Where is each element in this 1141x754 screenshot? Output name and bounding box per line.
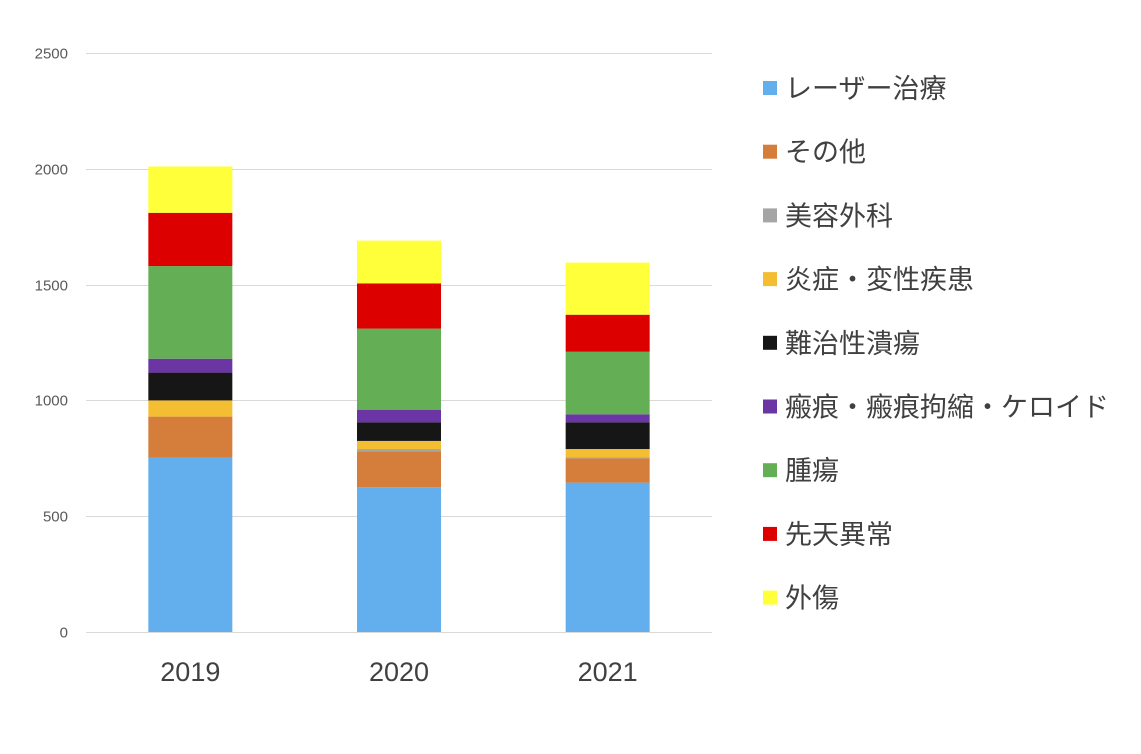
legend-label-0: レーザー治療 (785, 74, 946, 105)
x-axis-tick-labels: 2019 2020 2021 (160, 657, 637, 687)
bar-segment-2020-8 (357, 240, 441, 284)
legend-label-7: 先天異常 (785, 520, 893, 551)
bar-segment-2020-1 (357, 451, 441, 488)
legend-label-3: 炎症・変性疾患 (785, 265, 974, 296)
bar-segment-2019-7 (148, 212, 233, 267)
bar-segment-2021-6 (565, 351, 650, 415)
legend-swatch-2 (763, 208, 777, 223)
y-tick-label-500: 500 (43, 509, 68, 526)
legend-item-5: 瘢痕・瘢痕拘縮・ケロイド (763, 393, 1109, 424)
legend: レーザー治療その他美容外科炎症・変性疾患難治性潰瘍瘢痕・瘢痕拘縮・ケロイド腫瘍先… (763, 74, 1109, 615)
x-tick-label-2019: 2019 (160, 657, 220, 687)
legend-swatch-5 (763, 399, 777, 414)
bar-segment-2021-3 (565, 449, 650, 458)
legend-label-5: 瘢痕・瘢痕拘縮・ケロイド (785, 393, 1109, 424)
bar-segment-2019-8 (148, 166, 233, 213)
y-axis-tick-labels: 0 500 1000 1500 2000 2500 (35, 46, 68, 642)
legend-item-7: 先天異常 (763, 520, 893, 551)
legend-swatch-1 (763, 144, 777, 159)
y-tick-label-2000: 2000 (35, 162, 68, 179)
legend-item-3: 炎症・変性疾患 (763, 265, 974, 296)
legend-label-6: 腫瘍 (785, 456, 839, 487)
bars (148, 166, 650, 632)
bar-segment-2019-0 (148, 457, 233, 632)
legend-swatch-6 (763, 463, 777, 478)
bar-segment-2021-4 (565, 422, 650, 450)
bar-segment-2021-5 (565, 414, 650, 423)
legend-item-6: 腫瘍 (763, 456, 839, 487)
bar-segment-2019-6 (148, 266, 233, 359)
bar-segment-2019-5 (148, 358, 233, 373)
legend-item-1: その他 (763, 138, 866, 169)
legend-swatch-7 (763, 526, 777, 541)
y-tick-label-0: 0 (60, 625, 68, 642)
legend-swatch-8 (763, 590, 777, 605)
bar-segment-2021-8 (565, 262, 650, 315)
y-tick-label-1000: 1000 (35, 393, 68, 410)
bar-segment-2020-4 (357, 422, 441, 441)
legend-item-2: 美容外科 (763, 201, 893, 232)
bar-segment-2020-2 (357, 449, 441, 452)
y-tick-label-1500: 1500 (35, 278, 68, 295)
x-tick-label-2020: 2020 (369, 657, 429, 687)
legend-label-1: その他 (785, 138, 866, 169)
bar-segment-2021-2 (565, 457, 650, 459)
bar-segment-2021-7 (565, 314, 650, 352)
bar-segment-2020-5 (357, 409, 441, 423)
bar-segment-2019-3 (148, 400, 233, 417)
bar-segment-2020-6 (357, 328, 441, 410)
x-tick-label-2021: 2021 (578, 657, 638, 687)
legend-swatch-3 (763, 272, 777, 287)
bar-segment-2019-4 (148, 372, 233, 401)
legend-label-4: 難治性潰瘍 (785, 329, 920, 360)
bar-segment-2020-3 (357, 440, 441, 450)
legend-item-8: 外傷 (763, 584, 839, 615)
legend-label-2: 美容外科 (785, 201, 893, 232)
bar-segment-2021-1 (565, 458, 650, 483)
legend-label-8: 外傷 (785, 584, 839, 615)
legend-swatch-4 (763, 335, 777, 350)
y-tick-label-2500: 2500 (35, 46, 68, 63)
bar-segment-2019-1 (148, 416, 233, 458)
bar-segment-2021-0 (565, 482, 650, 632)
bar-segment-2020-0 (357, 487, 441, 632)
legend-swatch-0 (763, 81, 777, 95)
legend-item-4: 難治性潰瘍 (763, 329, 920, 360)
legend-item-0: レーザー治療 (763, 74, 946, 105)
bar-segment-2020-7 (357, 283, 441, 329)
